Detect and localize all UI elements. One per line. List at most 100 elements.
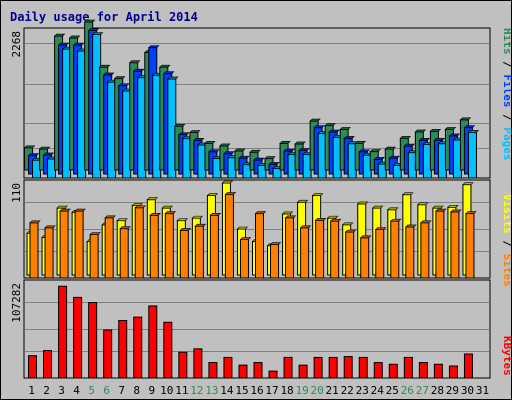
bar-kbytes-day-30 bbox=[463, 353, 473, 379]
legend-item-kbytes: KBytes bbox=[501, 336, 511, 376]
bar-kbytes-day-16 bbox=[253, 362, 263, 379]
panel-kbytes: 107282 KBytes bbox=[10, 279, 511, 379]
bar-kbytes-day-10 bbox=[163, 321, 173, 379]
x-tick-day-3: 3 bbox=[58, 384, 65, 397]
panel-visits-sites: 110 Visits / Sites bbox=[10, 179, 511, 287]
x-tick-day-15: 15 bbox=[235, 384, 248, 397]
bar-sites-day-30 bbox=[465, 211, 477, 279]
bar-kbytes-day-17 bbox=[268, 370, 278, 379]
bar-kbytes-day-11 bbox=[178, 351, 188, 379]
bar-kbytes-day-29 bbox=[448, 365, 458, 379]
x-tick-day-28: 28 bbox=[431, 384, 444, 397]
bar-sites-day-27 bbox=[420, 220, 432, 279]
x-tick-day-1: 1 bbox=[28, 384, 35, 397]
y-max-label: 107282 bbox=[10, 283, 23, 323]
bar-sites-day-12 bbox=[194, 223, 207, 279]
x-tick-day-2: 2 bbox=[43, 384, 50, 397]
x-tick-day-12: 12 bbox=[190, 384, 203, 397]
legend-item-files: Files bbox=[501, 74, 511, 107]
bar-kbytes-day-27 bbox=[418, 362, 428, 379]
x-tick-day-4: 4 bbox=[73, 384, 80, 397]
x-tick-day-29: 29 bbox=[446, 384, 459, 397]
bar-kbytes-day-8 bbox=[133, 316, 143, 379]
bar-sites-day-1 bbox=[29, 220, 41, 279]
bar-sites-day-10 bbox=[164, 211, 177, 279]
bar-sites-day-19 bbox=[299, 225, 312, 279]
legend-item-sites: Sites bbox=[501, 254, 511, 287]
bar-sites-day-3 bbox=[59, 208, 71, 279]
bar-sites-day-22 bbox=[344, 229, 357, 279]
legend-item-pages: Pages bbox=[501, 127, 511, 160]
legend-visits-sites: Visits / Sites bbox=[501, 194, 511, 287]
bar-kbytes-day-22 bbox=[343, 356, 353, 379]
bar-kbytes-day-5 bbox=[88, 302, 98, 379]
x-tick-day-8: 8 bbox=[133, 384, 140, 397]
legend-kbytes: KBytes bbox=[501, 336, 511, 376]
bar-kbytes-day-12 bbox=[193, 348, 203, 379]
bar-sites-day-13 bbox=[209, 212, 222, 279]
y-max-label: 110 bbox=[10, 183, 23, 203]
bar-sites-day-16 bbox=[254, 211, 267, 279]
x-tick-day-7: 7 bbox=[118, 384, 125, 397]
bar-sites-day-7 bbox=[119, 226, 131, 279]
bar-sites-day-2 bbox=[44, 225, 56, 279]
x-tick-day-18: 18 bbox=[280, 384, 293, 397]
bar-pages-day-30 bbox=[467, 129, 480, 179]
bar-kbytes-day-24 bbox=[373, 362, 383, 379]
x-tick-day-6: 6 bbox=[103, 384, 110, 397]
bar-sites-day-6 bbox=[104, 215, 116, 279]
bar-sites-day-17 bbox=[269, 242, 282, 279]
bar-kbytes-day-1 bbox=[28, 355, 38, 379]
bar-sites-day-8 bbox=[134, 205, 146, 279]
bar-sites-day-21 bbox=[329, 218, 342, 279]
bar-sites-day-11 bbox=[179, 228, 192, 279]
bar-kbytes-day-21 bbox=[328, 356, 338, 379]
bar-kbytes-day-19 bbox=[298, 364, 308, 379]
x-tick-day-19: 19 bbox=[295, 384, 308, 397]
legend-item-visits: Visits bbox=[501, 194, 511, 234]
bar-kbytes-day-4 bbox=[73, 296, 83, 379]
bar-kbytes-day-20 bbox=[313, 356, 323, 379]
bar-kbytes-day-13 bbox=[208, 362, 218, 379]
bar-kbytes-day-15 bbox=[238, 364, 248, 379]
bar-kbytes-day-14 bbox=[223, 356, 233, 379]
x-tick-day-5: 5 bbox=[88, 384, 95, 397]
bar-kbytes-day-9 bbox=[148, 305, 158, 379]
bar-sites-day-5 bbox=[89, 232, 101, 279]
bar-kbytes-day-23 bbox=[358, 356, 368, 379]
bar-kbytes-day-18 bbox=[283, 356, 293, 379]
x-tick-day-10: 10 bbox=[160, 384, 173, 397]
x-tick-day-31: 31 bbox=[476, 384, 489, 397]
x-tick-day-17: 17 bbox=[265, 384, 278, 397]
x-tick-day-22: 22 bbox=[341, 384, 354, 397]
x-tick-day-11: 11 bbox=[175, 384, 188, 397]
legend-item-hits: Hits bbox=[501, 28, 511, 55]
bar-sites-day-9 bbox=[149, 212, 161, 279]
bar-sites-day-15 bbox=[239, 237, 252, 279]
bar-sites-day-28 bbox=[435, 208, 447, 279]
x-tick-day-27: 27 bbox=[416, 384, 429, 397]
panel-pages-files-hits: 2268 Hits / Files / Pages bbox=[10, 19, 511, 179]
legend-pages-files-hits: Hits / Files / Pages bbox=[501, 28, 511, 161]
bar-sites-day-20 bbox=[314, 217, 327, 279]
bar-kbytes-day-26 bbox=[403, 356, 413, 379]
x-tick-day-13: 13 bbox=[205, 384, 218, 397]
x-tick-day-23: 23 bbox=[356, 384, 369, 397]
bar-sites-day-26 bbox=[405, 224, 417, 279]
bar-kbytes-day-3 bbox=[58, 285, 68, 379]
bar-sites-day-25 bbox=[390, 218, 402, 279]
x-tick-day-14: 14 bbox=[220, 384, 234, 397]
bar-kbytes-day-7 bbox=[118, 320, 128, 379]
x-tick-day-9: 9 bbox=[148, 384, 155, 397]
chart-title: Daily usage for April 2014 bbox=[10, 10, 198, 24]
bar-sites-day-4 bbox=[74, 208, 86, 279]
bar-sites-day-24 bbox=[375, 227, 387, 279]
x-tick-day-30: 30 bbox=[461, 384, 474, 397]
bar-kbytes-day-28 bbox=[433, 363, 443, 379]
bar-kbytes-day-25 bbox=[388, 363, 398, 379]
x-tick-day-24: 24 bbox=[371, 384, 385, 397]
x-tick-day-21: 21 bbox=[326, 384, 339, 397]
x-tick-day-16: 16 bbox=[250, 384, 263, 397]
